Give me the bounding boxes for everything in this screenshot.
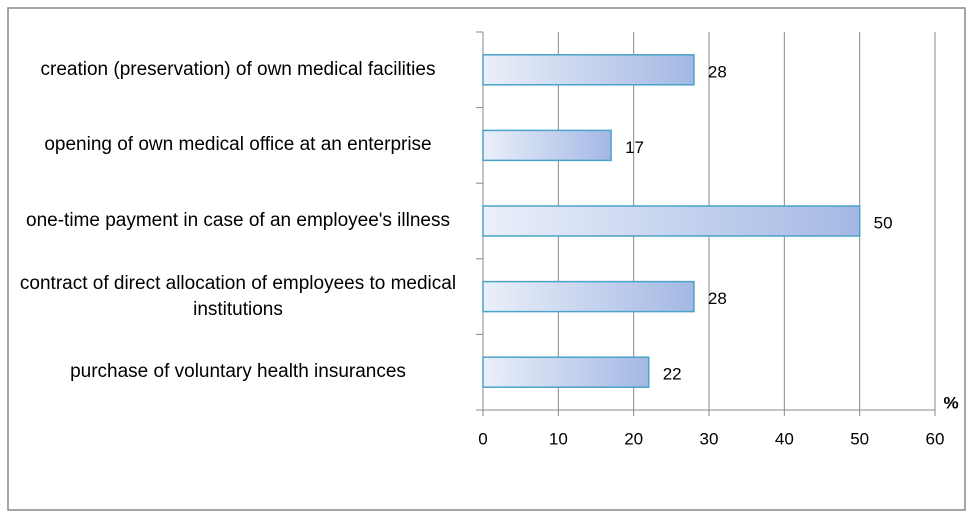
x-tick-label: 10 [549, 429, 568, 448]
category-label: creation (preservation) of own medical f… [40, 58, 436, 80]
value-label: 50 [874, 213, 893, 232]
value-label: 17 [625, 138, 644, 157]
bar [482, 280, 695, 313]
x-tick-label: 0 [478, 429, 487, 448]
x-axis-label: % [943, 393, 958, 412]
category-label: purchase of voluntary health insurances [70, 361, 406, 383]
category-label: opening of own medical office at an ente… [44, 134, 432, 156]
value-label: 28 [708, 62, 727, 81]
bar [482, 356, 650, 388]
bar [482, 129, 612, 162]
category-label: contract of direct allocation of employe… [19, 272, 457, 320]
x-tick-label: 60 [926, 429, 945, 448]
value-label: 28 [708, 289, 727, 308]
x-tick-label: 50 [850, 429, 869, 448]
x-tick-label: 40 [775, 429, 794, 448]
bar [482, 205, 861, 237]
frame [7, 7, 966, 511]
x-tick-label: 30 [700, 429, 719, 448]
bar [482, 54, 695, 86]
value-label: 22 [663, 365, 682, 384]
category-label: one-time payment in case of an employee'… [26, 210, 450, 231]
x-tick-label: 20 [624, 429, 643, 448]
